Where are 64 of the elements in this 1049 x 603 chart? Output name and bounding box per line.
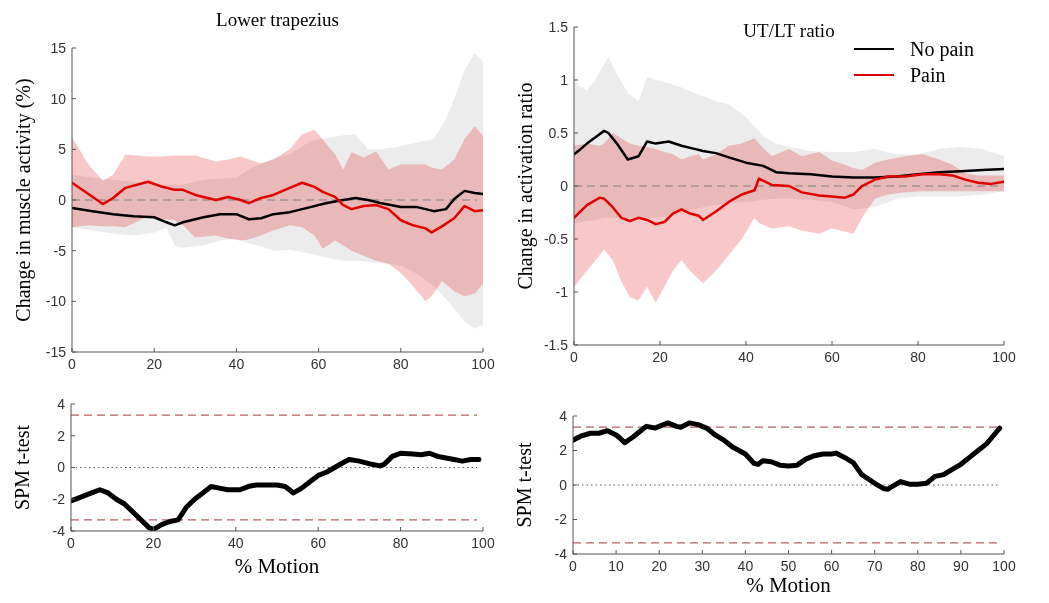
x-tick-label: 0 <box>570 349 579 365</box>
x-axis-title: % Motion <box>234 554 320 578</box>
y-tick-label: 5 <box>58 141 67 158</box>
chart-title: Lower trapezius <box>216 9 339 30</box>
y-axis-title: SPM t-test <box>513 442 535 528</box>
y-tick-label: -10 <box>45 293 67 310</box>
y-tick-label: 0.5 <box>548 124 569 141</box>
y-tick-label: -2 <box>554 511 568 528</box>
x-tick-label: 30 <box>694 558 711 574</box>
line-series <box>574 173 1004 226</box>
x-tick-label: 80 <box>910 349 926 365</box>
x-tick-label: 100 <box>992 558 1016 574</box>
y-tick-label: 0 <box>58 191 67 208</box>
x-tick-label: 80 <box>392 535 409 551</box>
legend-label: No pain <box>910 38 974 61</box>
chart-title: UT/LT ratio <box>743 20 835 41</box>
y-tick-label: -4 <box>554 545 568 562</box>
y-tick-label: 2 <box>57 427 66 444</box>
x-tick-label: 60 <box>310 535 327 551</box>
x-tick-label: 80 <box>910 558 926 574</box>
x-tick-label: 20 <box>145 535 162 551</box>
y-tick-label: 10 <box>50 90 67 107</box>
y-tick-label: -15 <box>45 343 67 360</box>
x-tick-label: 20 <box>651 558 668 574</box>
x-tick-label: 0 <box>68 356 77 372</box>
x-tick-label: 80 <box>393 356 409 372</box>
x-tick-label: 100 <box>992 349 1016 365</box>
x-tick-label: 40 <box>737 558 754 574</box>
x-tick-label: 60 <box>823 558 840 574</box>
x-tick-label: 20 <box>146 356 163 372</box>
y-tick-label: 0 <box>559 476 568 493</box>
x-tick-label: 70 <box>866 558 883 574</box>
y-tick-label: 4 <box>559 407 568 424</box>
y-tick-label: 15 <box>50 39 67 56</box>
line-series <box>72 189 483 227</box>
y-axis-title: SPM t-test <box>11 424 33 511</box>
line-series <box>72 180 483 234</box>
y-tick-label: -0.5 <box>543 230 569 247</box>
x-tick-label: 10 <box>608 558 625 574</box>
y-tick-label: 1 <box>560 71 569 88</box>
y-tick-label: -4 <box>52 522 66 539</box>
x-tick-label: 60 <box>824 349 840 365</box>
y-tick-label: 4 <box>57 395 66 412</box>
x-tick-label: 100 <box>471 535 495 551</box>
y-axis-title: Change in activation ratio <box>514 82 537 290</box>
y-axis-title: Change in muscle activity (%) <box>12 78 35 322</box>
x-tick-label: 50 <box>780 558 797 574</box>
y-tick-label: 1.5 <box>548 18 569 35</box>
x-tick-label: 40 <box>228 356 245 372</box>
y-tick-label: 2 <box>559 442 568 459</box>
x-axis-title: % Motion <box>746 573 832 597</box>
x-tick-label: 100 <box>471 356 495 372</box>
y-tick-label: -1 <box>555 283 569 300</box>
y-tick-label: -5 <box>53 242 67 259</box>
x-tick-label: 60 <box>310 356 327 372</box>
x-tick-label: 40 <box>228 535 244 551</box>
y-tick-label: 0 <box>57 459 66 476</box>
x-tick-label: 90 <box>953 558 969 574</box>
y-tick-label: -1.5 <box>543 336 569 353</box>
x-tick-label: 20 <box>652 349 668 365</box>
legend-label: Pain <box>910 64 946 86</box>
y-tick-label: -2 <box>52 491 66 508</box>
y-tick-label: 0 <box>560 177 569 194</box>
x-tick-label: 40 <box>738 349 754 365</box>
